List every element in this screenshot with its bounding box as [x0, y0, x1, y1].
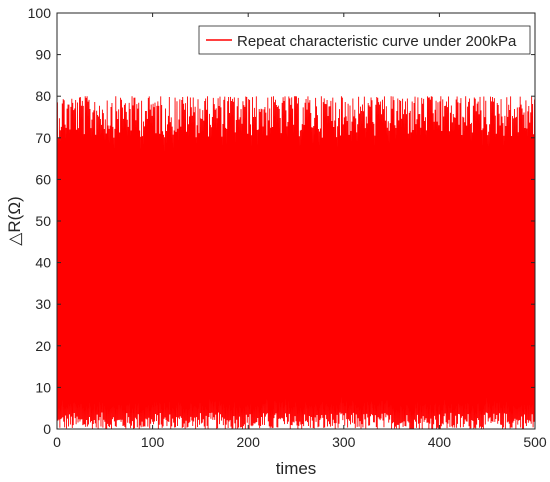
y-axis: 0 10 20 30 40 50 60 70 80 90 100 — [28, 5, 535, 437]
y-tick-label: 90 — [35, 47, 51, 63]
x-axis: 0 100 200 300 400 500 — [53, 13, 547, 450]
y-tick-label: 30 — [35, 296, 51, 312]
y-tick-label: 10 — [35, 379, 51, 395]
y-tick-label: 20 — [35, 338, 51, 354]
series-line — [56, 96, 536, 430]
x-tick-label: 300 — [332, 434, 356, 450]
y-tick-label: 40 — [35, 255, 51, 271]
series-layer — [56, 96, 536, 430]
y-tick-label: 0 — [43, 421, 51, 437]
x-tick-label: 200 — [237, 434, 261, 450]
legend-box — [198, 25, 531, 55]
y-tick-label: 100 — [28, 5, 52, 21]
legend-label: Repeat characteristic curve under 200kPa — [237, 33, 517, 50]
x-tick-label: 0 — [53, 434, 61, 450]
legend: Repeat characteristic curve under 200kPa — [198, 25, 531, 55]
y-tick-label: 60 — [35, 171, 51, 187]
y-axis-label: △R(Ω) — [5, 196, 24, 245]
x-tick-label: 400 — [428, 434, 452, 450]
x-tick-label: 500 — [523, 434, 547, 450]
y-tick-label: 80 — [35, 88, 51, 104]
x-axis-label: times — [276, 459, 317, 478]
x-tick-label: 100 — [141, 434, 165, 450]
y-tick-label: 70 — [35, 130, 51, 146]
y-tick-label: 50 — [35, 213, 51, 229]
